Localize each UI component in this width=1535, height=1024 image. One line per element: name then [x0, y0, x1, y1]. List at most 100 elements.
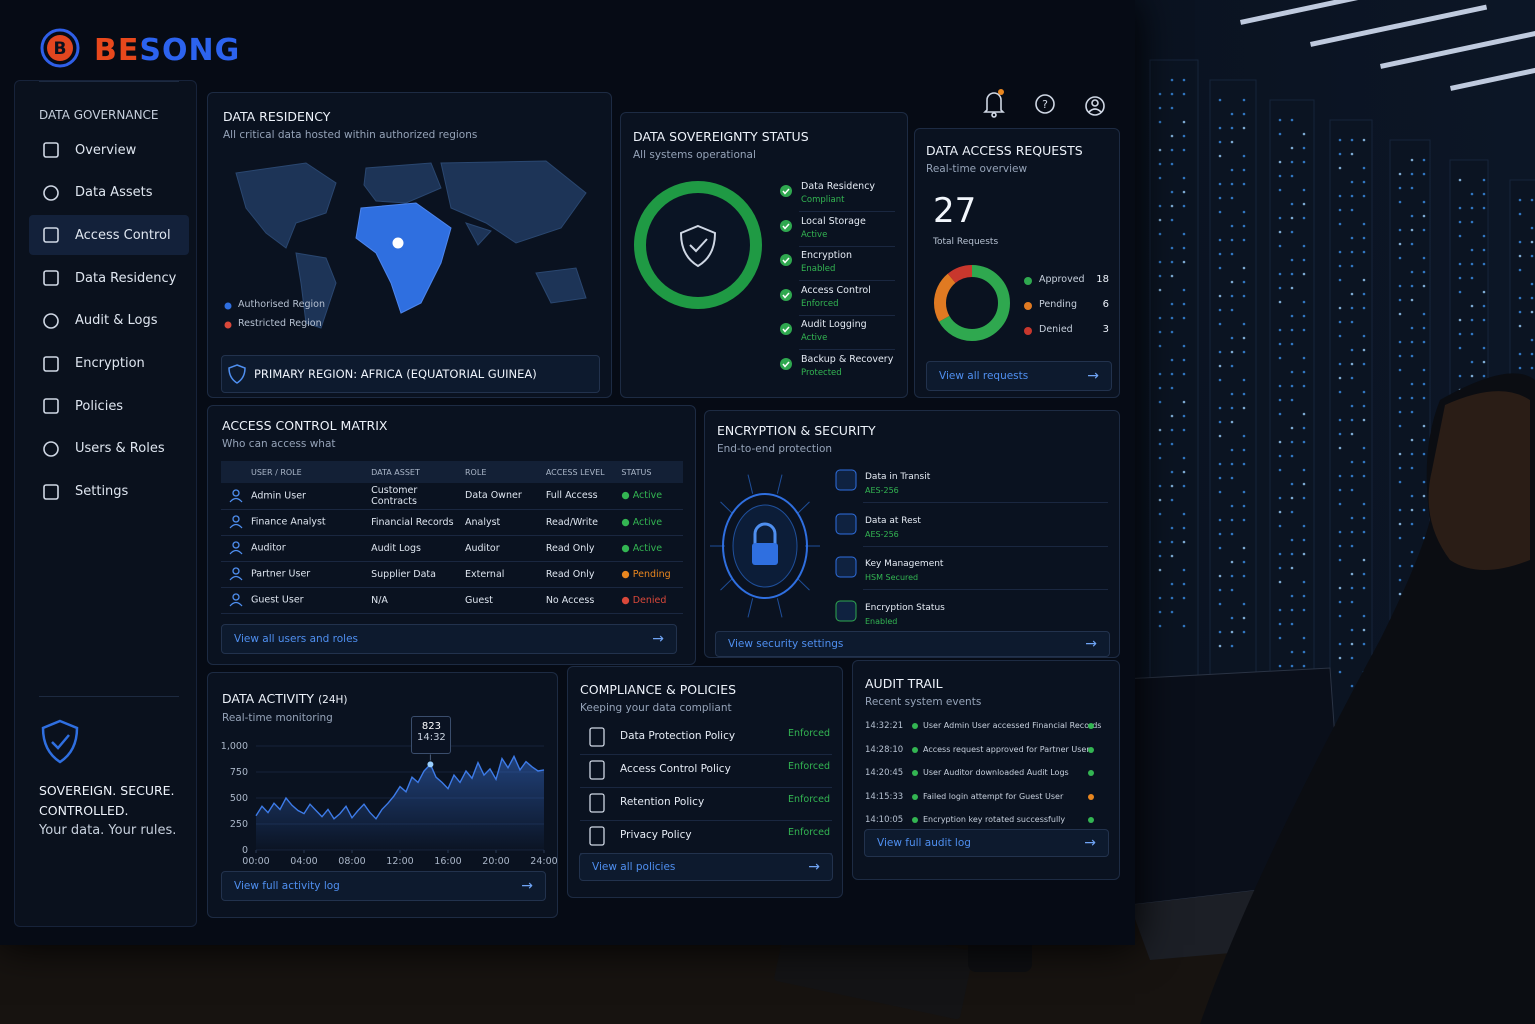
status-check: [780, 323, 792, 335]
rack-light: [1170, 316, 1174, 320]
rack-light: [1518, 352, 1522, 356]
rack-light: [1170, 330, 1174, 334]
event-dot: [912, 793, 918, 800]
rack-light: [1218, 294, 1222, 298]
person-face: [1428, 391, 1530, 570]
rack-light: [1242, 462, 1246, 466]
notification-button[interactable]: [983, 89, 1005, 118]
rack-light: [1182, 526, 1186, 530]
help-button[interactable]: ?: [1035, 94, 1055, 114]
rack-light: [1242, 434, 1246, 438]
nav-item[interactable]: Users & Roles: [29, 429, 189, 469]
nav-item[interactable]: Data Assets: [29, 173, 189, 213]
rack-light: [1182, 484, 1186, 488]
nav-item[interactable]: Policies: [29, 386, 189, 426]
rack-light: [1158, 624, 1162, 628]
rack-light: [1350, 404, 1354, 408]
rack-light: [1338, 390, 1342, 394]
table-cell: ● Denied: [621, 587, 683, 613]
rack-light: [1338, 376, 1342, 380]
audit-trail-panel: AUDIT TRAIL Recent system events 14:32:21 U…: [852, 660, 1120, 880]
rack-light: [1278, 244, 1282, 248]
circuit-line: [797, 501, 810, 515]
rack-light: [1458, 262, 1462, 266]
cell-text: Data Owner: [465, 490, 522, 502]
profile-button[interactable]: [1085, 96, 1105, 116]
rack-light: [1242, 154, 1246, 158]
rack-light: [1410, 550, 1414, 554]
cell-text: Auditor: [465, 542, 500, 554]
circuit-line: [747, 598, 754, 618]
rack-light: [1362, 530, 1366, 534]
compliance-panel: COMPLIANCE & POLICIES Keeping your data c…: [567, 666, 843, 898]
rack-light: [1458, 332, 1462, 336]
cell-text: Active: [632, 542, 663, 554]
legend-dot: [224, 302, 232, 310]
table-cell: Guest: [465, 587, 546, 613]
nav-item[interactable]: Data Residency: [29, 258, 189, 298]
rack-light: [1158, 232, 1162, 236]
panel-subtitle: Real-time monitoring: [222, 712, 333, 724]
rack-light: [1218, 322, 1222, 326]
rack-light: [1350, 152, 1354, 156]
rack-light: [1338, 432, 1342, 436]
rack-light: [1398, 186, 1402, 190]
nav-item[interactable]: Settings: [29, 472, 189, 512]
rack-light: [1302, 160, 1306, 164]
rack-light: [1350, 264, 1354, 268]
cell-text: Customer Contracts: [371, 484, 418, 507]
rack-light: [1350, 138, 1354, 142]
nav-icon-shape: [43, 355, 59, 372]
link-button[interactable]: View full audit log →: [864, 829, 1109, 857]
link-button[interactable]: View full activity log →: [221, 871, 546, 901]
nav-label: Audit & Logs: [75, 313, 158, 329]
cell-text: No Access: [545, 594, 595, 606]
shield: [679, 224, 717, 268]
nav-icon-shape: [43, 142, 59, 158]
rack-light: [1362, 194, 1366, 198]
rack-light: [1290, 454, 1294, 458]
rack-light: [1182, 204, 1186, 208]
nav-label: Data Residency: [75, 270, 177, 286]
rack-light: [1218, 140, 1222, 144]
rack-light: [1422, 480, 1426, 484]
rack-light: [1338, 138, 1342, 142]
rack-light: [1302, 426, 1306, 430]
access-matrix-panel: ACCESS CONTROL MATRIX Who can access what…: [207, 405, 696, 665]
nav-item[interactable]: Access Control: [29, 215, 189, 256]
nav-item[interactable]: Encryption: [29, 344, 189, 384]
cell-text: External: [465, 568, 505, 580]
rack-light: [1278, 440, 1282, 444]
link-button[interactable]: View all policies →: [579, 853, 833, 881]
rack-light: [1470, 304, 1474, 308]
link-button[interactable]: View security settings →: [715, 631, 1110, 657]
link-button[interactable]: View all users and roles →: [221, 624, 677, 654]
item-label: Key Management: [865, 559, 944, 569]
rack-light: [1158, 554, 1162, 558]
policy-name: Privacy Policy: [620, 829, 692, 841]
policy-divider: [580, 820, 832, 821]
nav-item[interactable]: Audit & Logs: [29, 301, 189, 341]
cell-text: Active: [632, 490, 663, 502]
header-icons: ?: [983, 89, 1105, 118]
nav-item[interactable]: Overview: [29, 130, 189, 170]
rack-light: [1158, 106, 1162, 110]
rack-light: [1350, 194, 1354, 198]
rack-light: [1158, 176, 1162, 180]
rack-light: [1158, 610, 1162, 614]
link-button[interactable]: View all requests →: [926, 361, 1112, 391]
cell-text: Active: [632, 516, 663, 528]
rack-light: [1458, 206, 1462, 210]
rack-light: [1422, 340, 1426, 344]
rack-light: [1158, 260, 1162, 264]
rack-light: [1530, 310, 1534, 314]
legend-swatch: [224, 321, 232, 329]
rack-light: [1230, 504, 1234, 508]
cell-text: Guest User: [251, 594, 304, 606]
user-body: [229, 601, 243, 607]
rack-light: [1182, 372, 1186, 376]
rack-light: [1338, 222, 1342, 226]
rack-light: [1518, 198, 1522, 202]
